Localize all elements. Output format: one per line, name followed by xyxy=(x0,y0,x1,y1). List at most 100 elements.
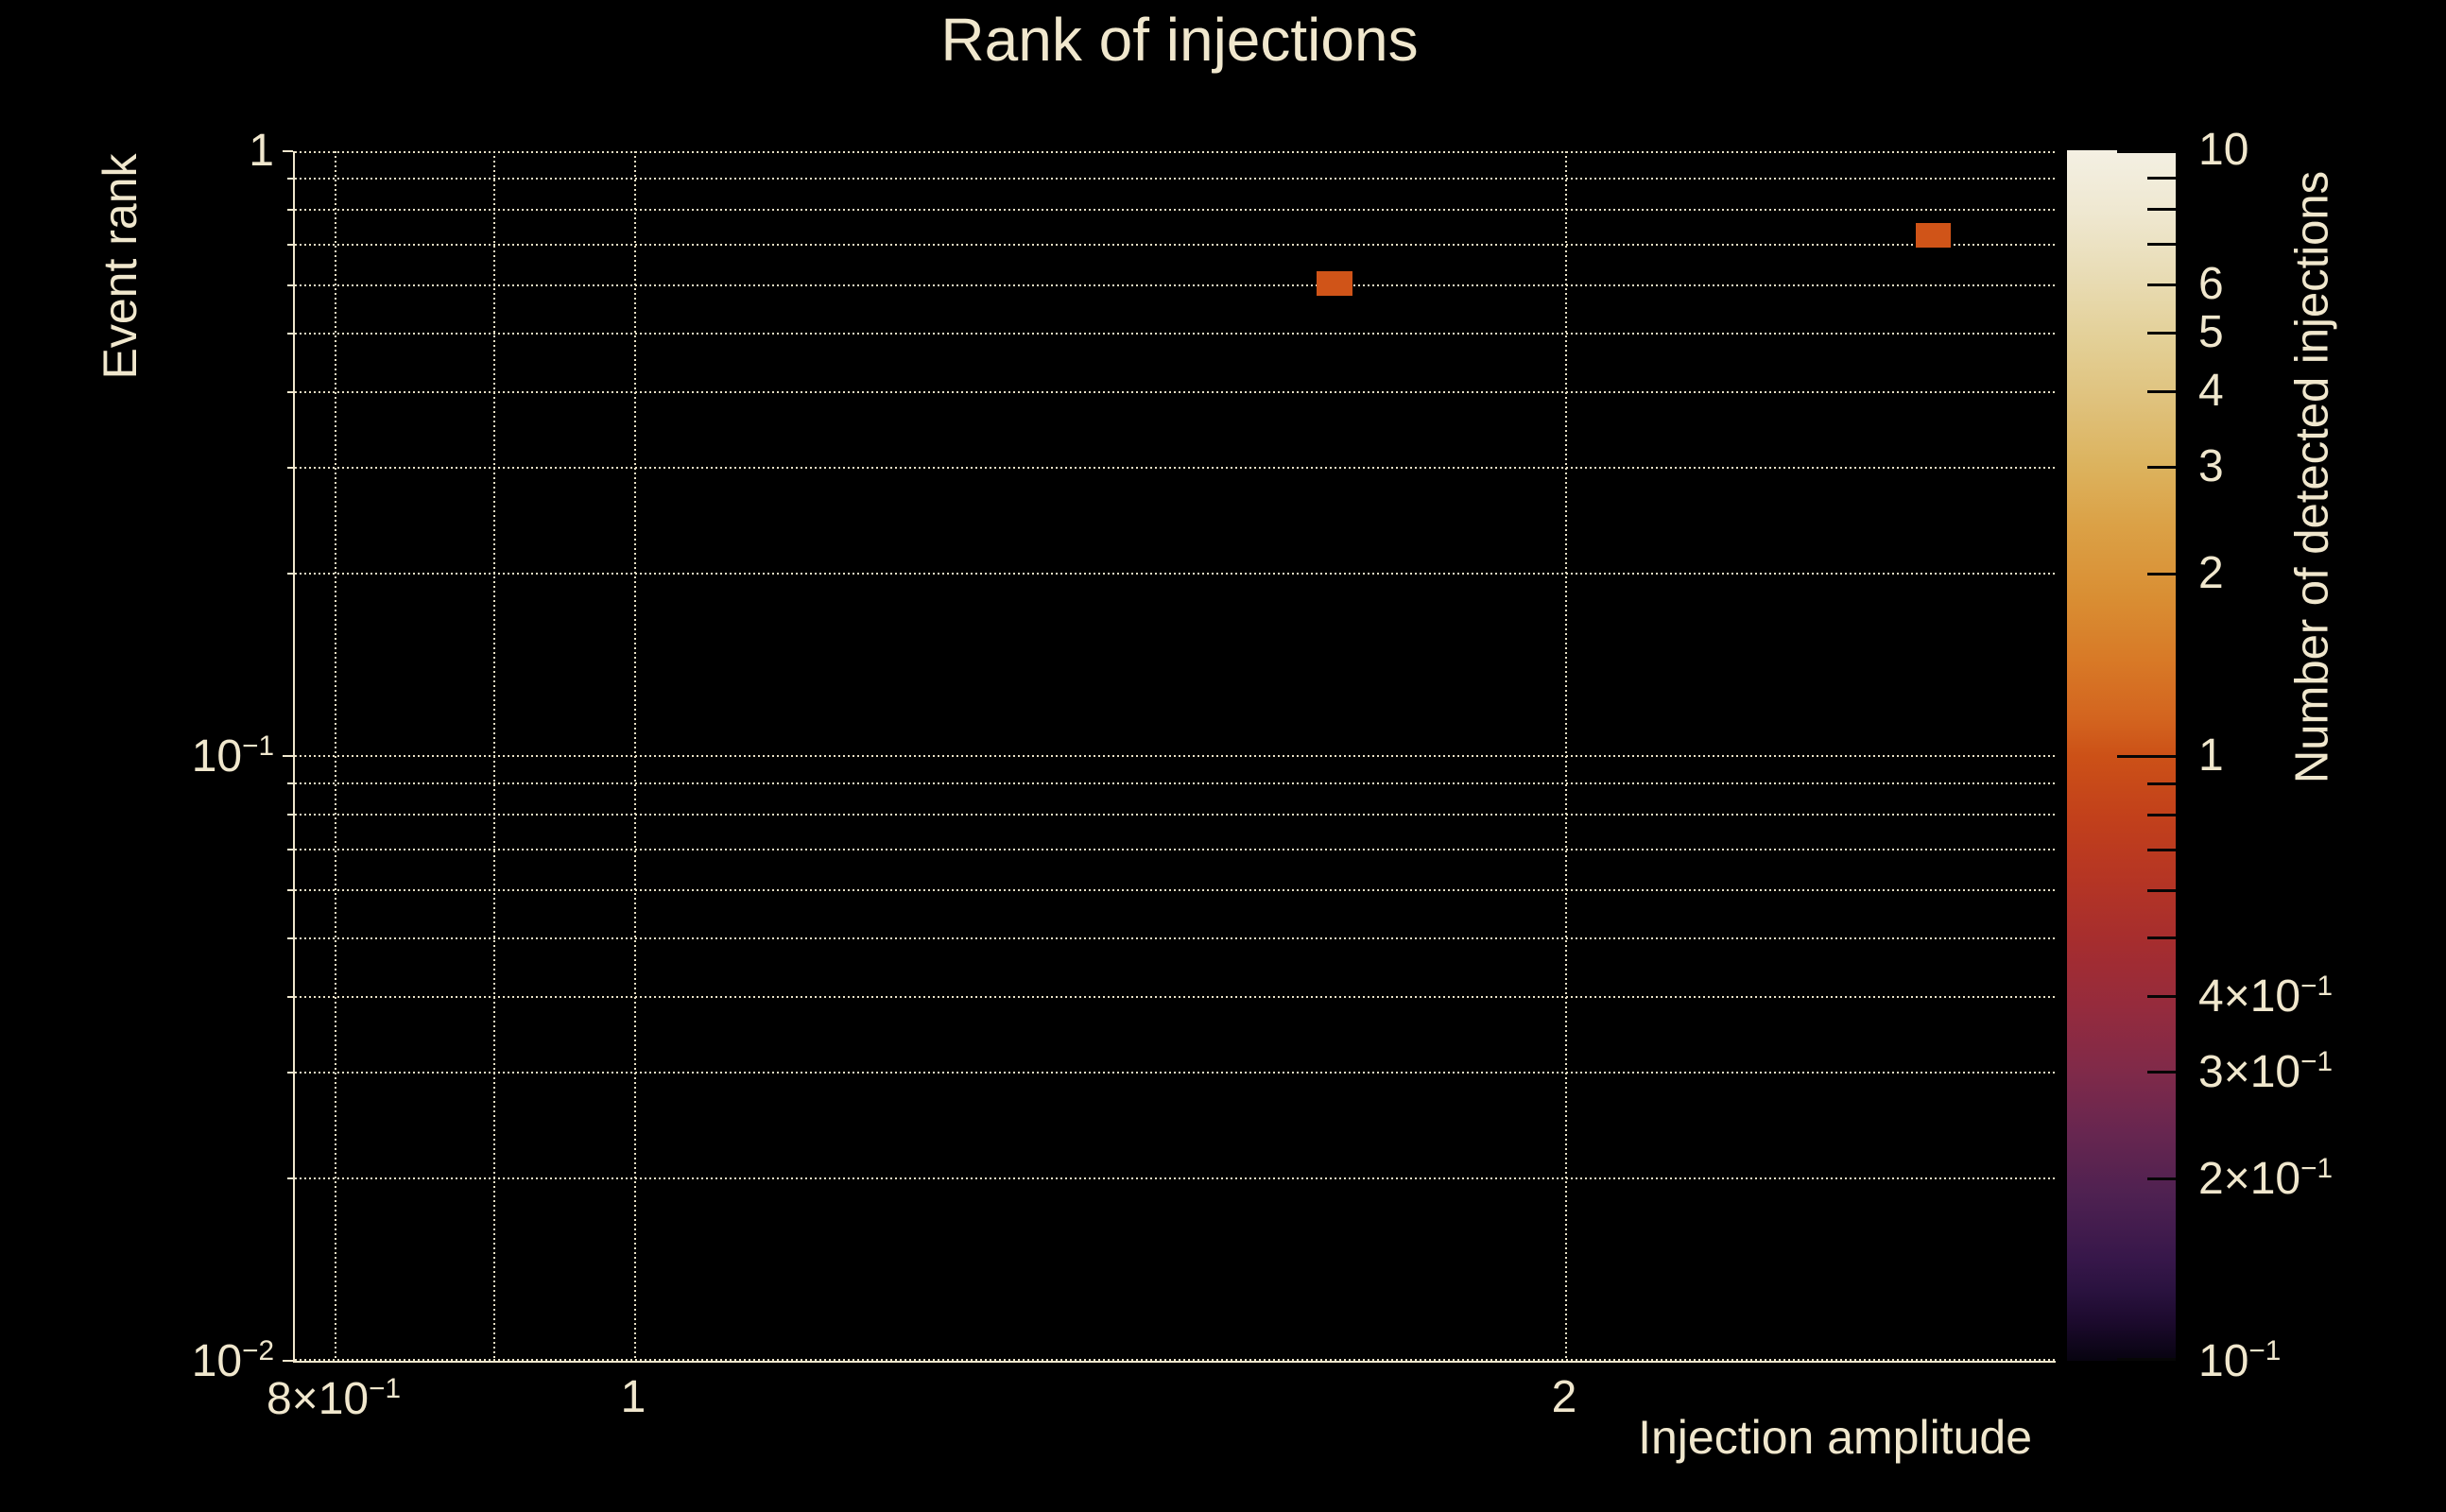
y-minor-tick xyxy=(287,782,293,784)
colorbar-minor-tick xyxy=(2147,1177,2176,1180)
y-tick-label: 10−1 xyxy=(192,732,274,780)
y-gridline xyxy=(295,814,2056,816)
y-major-tick xyxy=(283,755,293,757)
y-minor-tick xyxy=(287,849,293,850)
colorbar-minor-tick xyxy=(2147,284,2176,286)
colorbar-minor-tick xyxy=(2147,466,2176,469)
colorbar-tick-label-base: 3×10 xyxy=(2198,1047,2301,1097)
colorbar-tick-label-base: 4×10 xyxy=(2198,971,2301,1022)
colorbar-tick-label: 2 xyxy=(2198,551,2224,596)
colorbar-minor-tick xyxy=(2147,889,2176,892)
colorbar-minor-tick xyxy=(2147,849,2176,851)
colorbar-major-tick xyxy=(2117,150,2176,153)
x-tick-label-base: 2 xyxy=(1551,1372,1577,1422)
colorbar-tick-label: 10 xyxy=(2198,128,2248,173)
y-minor-tick xyxy=(287,244,293,246)
colorbar-minor-tick xyxy=(2147,390,2176,393)
x-tick-label-base: 1 xyxy=(620,1372,646,1422)
colorbar-tick-label: 4 xyxy=(2198,369,2224,414)
colorbar-minor-tick xyxy=(2147,332,2176,335)
y-minor-tick xyxy=(287,467,293,469)
y-gridline xyxy=(295,996,2056,998)
colorbar-tick-label: 3 xyxy=(2198,444,2224,490)
heatmap-cell xyxy=(1916,223,1951,248)
colorbar-minor-tick xyxy=(2147,208,2176,211)
colorbar-minor-tick xyxy=(2147,243,2176,246)
y-minor-tick xyxy=(287,889,293,891)
y-minor-tick xyxy=(287,814,293,816)
y-minor-tick xyxy=(287,573,293,575)
y-tick-label: 10−2 xyxy=(192,1337,274,1384)
y-gridline xyxy=(295,209,2056,211)
y-gridline xyxy=(295,849,2056,850)
colorbar-minor-tick xyxy=(2147,995,2176,998)
x-tick-label: 2 xyxy=(1552,1375,1577,1420)
colorbar-tick-label: 10−1 xyxy=(2198,1337,2281,1384)
y-gridline xyxy=(295,1359,2056,1361)
y-minor-tick xyxy=(287,937,293,939)
y-gridline xyxy=(295,284,2056,286)
y-gridline xyxy=(295,391,2056,393)
colorbar-minor-tick xyxy=(2147,177,2176,180)
y-tick-label: 1 xyxy=(249,129,274,174)
x-tick-label-exponent: −1 xyxy=(369,1373,402,1404)
y-gridline xyxy=(295,244,2056,246)
y-tick-label-base: 10 xyxy=(191,731,243,782)
y-gridline xyxy=(295,573,2056,575)
colorbar-tick-label-base: 2×10 xyxy=(2198,1154,2301,1204)
colorbar-tick-label-exponent: −1 xyxy=(2300,971,2334,1002)
y-axis-label: Event rank xyxy=(94,153,146,380)
y-minor-tick xyxy=(287,209,293,211)
colorbar-tick-label: 5 xyxy=(2198,310,2224,355)
colorbar-tick-label: 6 xyxy=(2198,262,2224,307)
colorbar-tick-label-base: 5 xyxy=(2198,307,2224,357)
x-tick-label: 1 xyxy=(621,1375,646,1420)
y-minor-tick xyxy=(287,333,293,335)
x-tick-label-base: 8×10 xyxy=(266,1374,370,1424)
heatmap-cell xyxy=(1317,271,1352,296)
y-minor-tick xyxy=(287,284,293,286)
y-gridline xyxy=(295,1177,2056,1179)
x-axis-label: Injection amplitude xyxy=(1638,1411,2032,1464)
y-gridline xyxy=(295,333,2056,335)
colorbar-tick-label-base: 6 xyxy=(2198,259,2224,309)
y-minor-tick xyxy=(287,1177,293,1179)
colorbar-tick-label-exponent: −1 xyxy=(2300,1046,2334,1077)
colorbar-minor-tick xyxy=(2147,936,2176,939)
y-gridline xyxy=(295,178,2056,180)
colorbar-minor-tick xyxy=(2147,573,2176,576)
colorbar-tick-label-base: 1 xyxy=(2198,730,2224,781)
y-major-tick xyxy=(283,150,293,152)
y-gridline xyxy=(295,467,2056,469)
colorbar-label: Number of detected injections xyxy=(2286,170,2338,784)
chart-title: Rank of injections xyxy=(940,6,1419,74)
y-tick-label-exponent: −1 xyxy=(242,730,274,762)
y-gridline xyxy=(295,937,2056,939)
y-gridline xyxy=(295,151,2056,153)
colorbar-major-tick xyxy=(2117,755,2176,758)
y-minor-tick xyxy=(287,996,293,998)
y-major-tick xyxy=(283,1360,293,1362)
y-minor-tick xyxy=(287,391,293,393)
y-tick-label-base: 10 xyxy=(191,1336,243,1386)
colorbar-tick-label: 1 xyxy=(2198,733,2224,779)
colorbar-minor-tick xyxy=(2147,1071,2176,1074)
colorbar-tick-label-base: 10 xyxy=(2198,1336,2249,1386)
colorbar-tick-label-base: 10 xyxy=(2198,125,2249,175)
y-minor-tick xyxy=(287,178,293,180)
colorbar-tick-label: 2×10−1 xyxy=(2198,1155,2333,1202)
y-tick-label-exponent: −2 xyxy=(242,1335,274,1366)
y-gridline xyxy=(295,1072,2056,1074)
y-gridline xyxy=(295,889,2056,891)
colorbar-tick-label: 4×10−1 xyxy=(2198,972,2333,1020)
y-minor-tick xyxy=(287,1072,293,1074)
colorbar-tick-label: 3×10−1 xyxy=(2198,1048,2333,1095)
colorbar-tick-label-base: 2 xyxy=(2198,548,2224,598)
colorbar-tick-label-base: 4 xyxy=(2198,366,2224,416)
y-gridline xyxy=(295,782,2056,784)
colorbar-tick-label-exponent: −1 xyxy=(2248,1335,2282,1366)
colorbar-major-tick xyxy=(2117,1358,2176,1361)
colorbar-tick-label-base: 3 xyxy=(2198,441,2224,491)
colorbar-tick-label-exponent: −1 xyxy=(2300,1153,2334,1184)
